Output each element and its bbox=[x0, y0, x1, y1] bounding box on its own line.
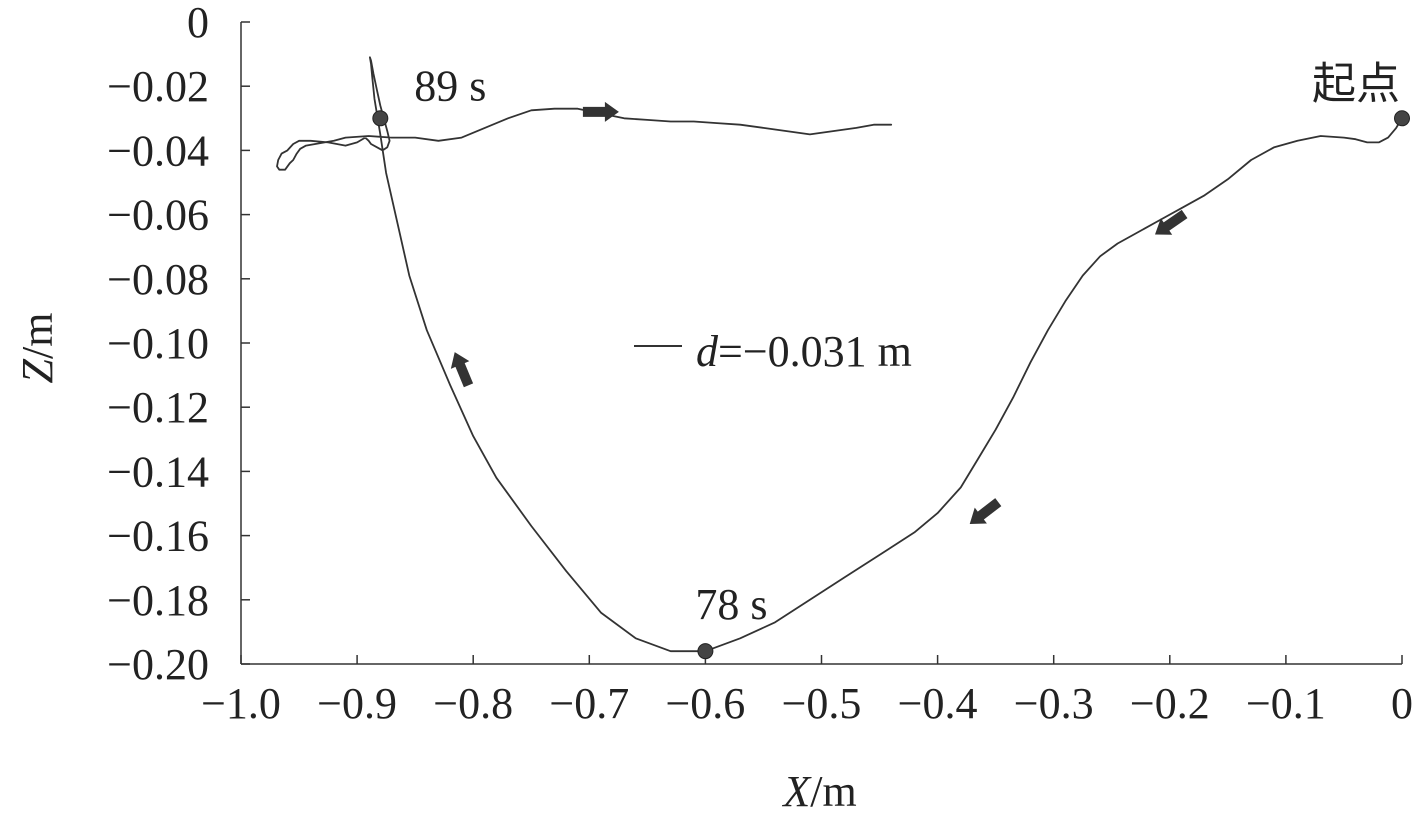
arrow-shape bbox=[450, 352, 474, 388]
y-tick-label: −0.04 bbox=[107, 126, 209, 175]
direction-arrow bbox=[969, 498, 1002, 525]
x-tick-label: −0.8 bbox=[433, 679, 513, 728]
arrow-shape bbox=[582, 101, 619, 122]
direction-arrows bbox=[450, 101, 1188, 525]
point-label: 78 s bbox=[695, 580, 767, 629]
point-label: 89 s bbox=[414, 61, 486, 110]
arrow-shape bbox=[1155, 209, 1188, 235]
trajectory-point bbox=[1394, 110, 1410, 127]
y-axis-title-unit: /m bbox=[13, 313, 62, 359]
y-axis-title-var: Z bbox=[13, 358, 62, 383]
trajectory-point bbox=[372, 110, 389, 127]
x-tick-label: −0.4 bbox=[898, 679, 978, 728]
y-axis-title: Z/m bbox=[13, 313, 62, 384]
direction-arrow bbox=[1155, 209, 1188, 235]
x-tick-label: −0.5 bbox=[782, 679, 862, 728]
x-tick-label: −0.7 bbox=[549, 679, 629, 728]
y-tick-label: −0.12 bbox=[107, 383, 209, 432]
y-tick-label: −0.16 bbox=[107, 512, 209, 561]
x-tick-label: −1.0 bbox=[201, 679, 281, 728]
y-tick-label: −0.14 bbox=[107, 447, 209, 496]
arrow-shape bbox=[969, 498, 1002, 525]
annotation-var: d bbox=[696, 327, 719, 376]
y-axis-ticks: 0 −0.02 −0.04 −0.06 −0.08 −0.10 −0.12 −0.14 −0.1… bbox=[107, 0, 250, 689]
direction-arrow bbox=[450, 352, 474, 388]
x-tick-label: −0.6 bbox=[665, 679, 745, 728]
x-axis-title-unit: /m bbox=[810, 767, 856, 816]
x-axis-ticks: −1.0 −0.9 −0.8 −0.7 −0.6 −0.5 −0.4 −0.3 −0.2 −0.1… bbox=[201, 655, 1413, 728]
x-axis-title-var: X bbox=[781, 767, 812, 816]
x-tick-label: −0.1 bbox=[1246, 679, 1326, 728]
y-tick-label: −0.20 bbox=[107, 640, 209, 689]
marked-points: 起点 78 s 89 s bbox=[372, 58, 1410, 660]
y-tick-label: −0.08 bbox=[107, 255, 209, 304]
direction-arrow bbox=[582, 101, 619, 122]
x-axis-title: X/m bbox=[781, 767, 856, 816]
x-tick-label: 0 bbox=[1391, 679, 1413, 728]
annotation-text: d=−0.031 m bbox=[696, 327, 912, 376]
y-tick-label: −0.10 bbox=[107, 319, 209, 368]
x-tick-label: −0.9 bbox=[317, 679, 397, 728]
trajectory-line bbox=[276, 56, 1403, 653]
y-tick-label: −0.06 bbox=[107, 191, 209, 240]
point-label: 起点 bbox=[1312, 58, 1400, 109]
annotation-value: =−0.031 m bbox=[718, 327, 912, 376]
y-tick-label: −0.18 bbox=[107, 576, 209, 625]
x-tick-label: −0.2 bbox=[1130, 679, 1210, 728]
x-tick-label: −0.3 bbox=[1014, 679, 1094, 728]
trajectory-point bbox=[697, 643, 714, 660]
y-tick-label: −0.02 bbox=[107, 62, 209, 111]
y-tick-label: 0 bbox=[187, 0, 209, 47]
